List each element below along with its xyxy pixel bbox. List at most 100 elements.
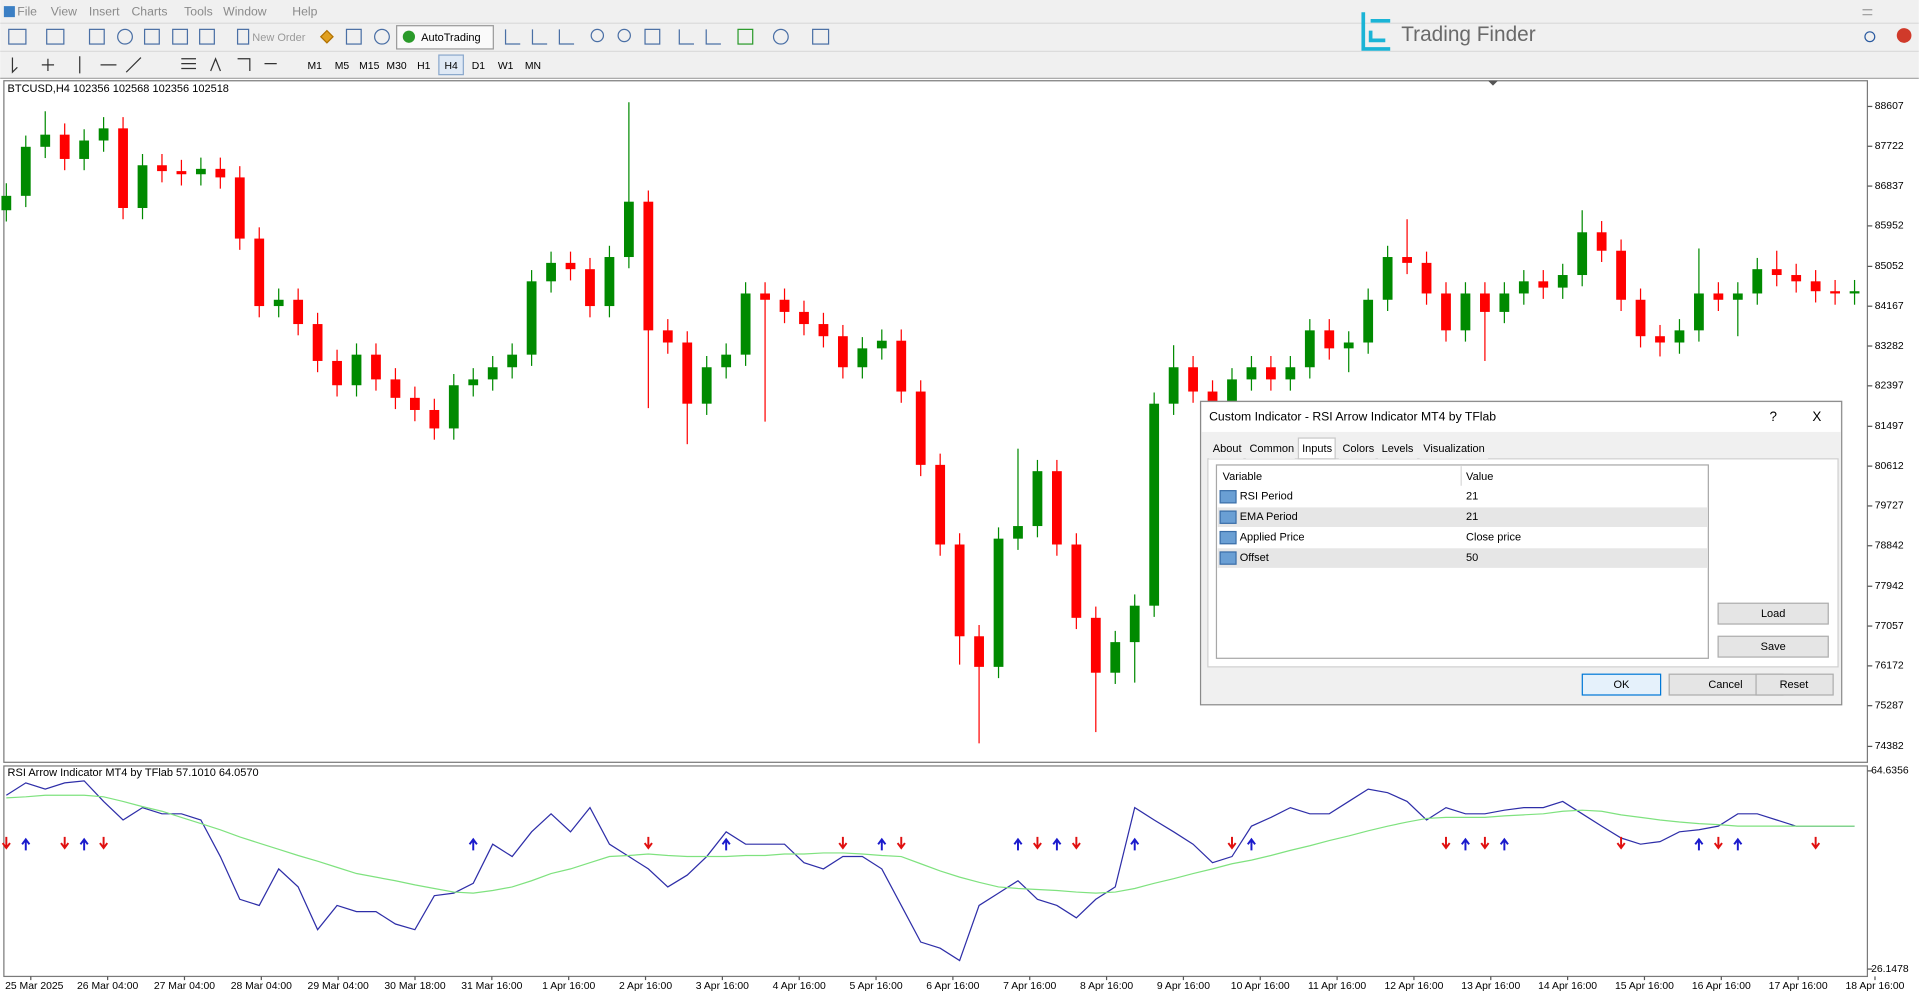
y-tick-label: 85052 [1875, 261, 1904, 272]
candle-body [546, 262, 556, 282]
sell-arrow [1480, 836, 1490, 850]
icon [88, 28, 105, 45]
candle-body [1285, 367, 1296, 380]
sell-arrow [1032, 836, 1042, 850]
notification-icon[interactable] [1896, 28, 1912, 43]
candle-body [195, 168, 206, 175]
timeframe-button[interactable]: H4 [444, 61, 458, 72]
timeframe-button[interactable]: M1 [307, 61, 322, 72]
input-value[interactable]: 21 [1466, 491, 1478, 503]
candle-body [137, 165, 148, 208]
y-tick-label: 88607 [1875, 101, 1904, 112]
candle-body [682, 342, 693, 404]
icon [812, 28, 830, 45]
x-tick-label: 28 Mar 04:00 [231, 981, 292, 992]
candle-body [935, 464, 946, 545]
icon [402, 30, 416, 43]
timeframe-button[interactable]: D1 [472, 61, 486, 72]
x-tick-label: 29 Mar 04:00 [308, 981, 369, 992]
timeframe-button[interactable]: M30 [386, 61, 406, 72]
icon [172, 28, 189, 45]
sell-arrow [99, 836, 109, 850]
candle-body [1732, 293, 1743, 300]
icon [345, 28, 362, 45]
input-row [1217, 486, 1708, 507]
candle-body [332, 360, 342, 386]
candle-body [623, 201, 634, 258]
x-tick-label: 6 Apr 16:00 [926, 981, 979, 992]
y-tick-label: 81497 [1875, 421, 1904, 432]
y-tick-label: 79727 [1875, 501, 1904, 512]
row-icon [1219, 510, 1237, 524]
menu-item[interactable]: File [17, 4, 37, 18]
timeframe-button[interactable]: M5 [335, 61, 350, 72]
menu-item[interactable]: Insert [89, 4, 120, 18]
sell-arrow [1, 836, 11, 850]
close-button[interactable]: X [1812, 409, 1821, 424]
candle-body [1071, 544, 1082, 618]
icon [617, 28, 631, 43]
tab[interactable] [1245, 440, 1295, 459]
icon [199, 28, 215, 45]
candle-body [429, 409, 440, 429]
ok-button[interactable] [1581, 673, 1662, 696]
icon [504, 29, 575, 45]
candle-body [604, 257, 615, 307]
candle-body [1499, 293, 1510, 312]
candle-body [1596, 232, 1607, 251]
indicator-frame [3, 765, 1869, 978]
y-tick-label: 87722 [1875, 141, 1904, 152]
input-value[interactable]: 21 [1466, 511, 1478, 523]
x-tick-label: 15 Apr 16:00 [1615, 981, 1674, 992]
candle-body [993, 538, 1004, 667]
input-value[interactable]: 50 [1466, 552, 1478, 564]
load-button[interactable] [1717, 602, 1829, 625]
tab[interactable] [1419, 440, 1489, 459]
menu-item[interactable]: Window [223, 4, 267, 18]
candle-body [79, 140, 90, 159]
buy-arrow [1460, 837, 1470, 851]
x-tick-label: 8 Apr 16:00 [1080, 981, 1133, 992]
candle-body [1382, 257, 1393, 300]
reset-label: Reset [1780, 679, 1809, 691]
menu-item[interactable]: Charts [131, 4, 167, 18]
x-tick-label: 30 Mar 18:00 [384, 981, 445, 992]
timeframe-button[interactable]: M15 [359, 61, 379, 72]
autotrading-button[interactable] [396, 25, 494, 50]
input-name: Offset [1240, 552, 1269, 564]
candle-body [662, 330, 673, 343]
menu-item[interactable]: Tools [184, 4, 213, 18]
y-tick-label: 26.1478 [1871, 964, 1909, 975]
icon [11, 56, 277, 74]
candle-body [1013, 526, 1023, 539]
tab[interactable] [1338, 440, 1376, 459]
candle-body [254, 238, 265, 307]
tab-selected[interactable] [1297, 437, 1336, 460]
candle-body [40, 134, 51, 147]
timeframe-button[interactable]: W1 [498, 61, 514, 72]
buy-arrow [79, 837, 89, 851]
sell-arrow [1071, 836, 1081, 850]
candle-body [487, 367, 498, 380]
tab[interactable] [1377, 440, 1418, 459]
save-button[interactable] [1717, 635, 1829, 658]
x-tick-label: 26 Mar 04:00 [77, 981, 138, 992]
candle-body [1421, 262, 1432, 294]
candle-body [409, 397, 420, 410]
sell-arrow [643, 836, 653, 850]
reset-button[interactable] [1755, 673, 1834, 696]
new-order-button[interactable]: New Order [252, 32, 306, 44]
help-button[interactable]: ? [1770, 409, 1777, 424]
menu-item[interactable]: View [51, 4, 77, 18]
menu-item[interactable]: Help [292, 4, 317, 18]
input-value[interactable]: Close price [1466, 532, 1521, 544]
y-tick-label: 64.6356 [1871, 766, 1909, 777]
tab[interactable] [1209, 440, 1244, 459]
x-tick-label: 27 Mar 04:00 [154, 981, 215, 992]
x-tick-label: 7 Apr 16:00 [1003, 981, 1056, 992]
y-tick-label: 78842 [1875, 541, 1904, 552]
candle-body [526, 281, 537, 355]
search-icon[interactable] [1864, 31, 1876, 43]
timeframe-button[interactable]: MN [525, 61, 541, 72]
timeframe-button[interactable]: H1 [417, 61, 431, 72]
